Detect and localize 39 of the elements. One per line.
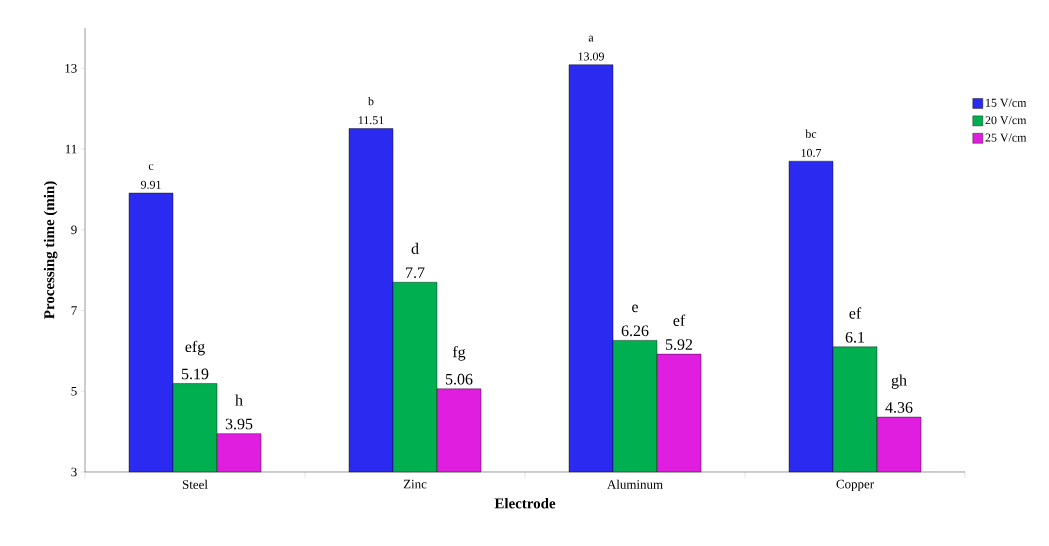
y-tick-label: 11 [65,144,77,154]
annotation: efg [185,340,205,356]
y-tick-label: 5 [71,386,77,396]
data-label: 3.95 [225,418,253,430]
annotation: e [632,304,638,313]
annotation: ef [673,314,686,326]
x-axis-title: Electrode [494,497,556,509]
x-tick-label: Steel [182,479,208,489]
data-label: 9.91 [140,180,161,189]
legend-label: 15 V/cm [986,98,1027,107]
data-label: 10.7 [801,148,822,157]
annotation: c [148,164,154,170]
y-tick-label: 13 [65,63,77,73]
y-axis-title: Processing time (min) [43,181,58,319]
annotation: ef [849,307,862,319]
data-label: 6.26 [621,325,649,337]
data-label: 5.19 [181,368,209,380]
annotation: a [588,35,594,42]
data-label: 11.51 [358,116,384,125]
data-label: 6.1 [845,331,865,343]
data-label: 5.06 [445,373,473,385]
data-label: 4.36 [885,402,913,413]
annotation: b [368,96,374,106]
data-label: 13.09 [578,52,604,61]
x-tick-label: Aluminum [607,479,663,489]
legend-label: 20 V/cm [985,116,1027,125]
annotation: d [411,242,419,255]
annotation: h [235,394,243,406]
y-tick-label: 3 [71,467,77,477]
y-tick-label: 7 [71,306,77,315]
legend-label: 25 V/cm [985,133,1027,142]
annotation: fg [452,345,466,361]
annotation: gh [891,374,907,389]
data-label: 7.7 [406,267,425,279]
x-tick-label: Zinc [403,479,427,489]
x-tick-label: Copper [836,479,874,492]
annotation: bc [805,129,817,138]
data-label: 5.92 [665,339,693,350]
y-tick-label: 9 [71,225,77,235]
